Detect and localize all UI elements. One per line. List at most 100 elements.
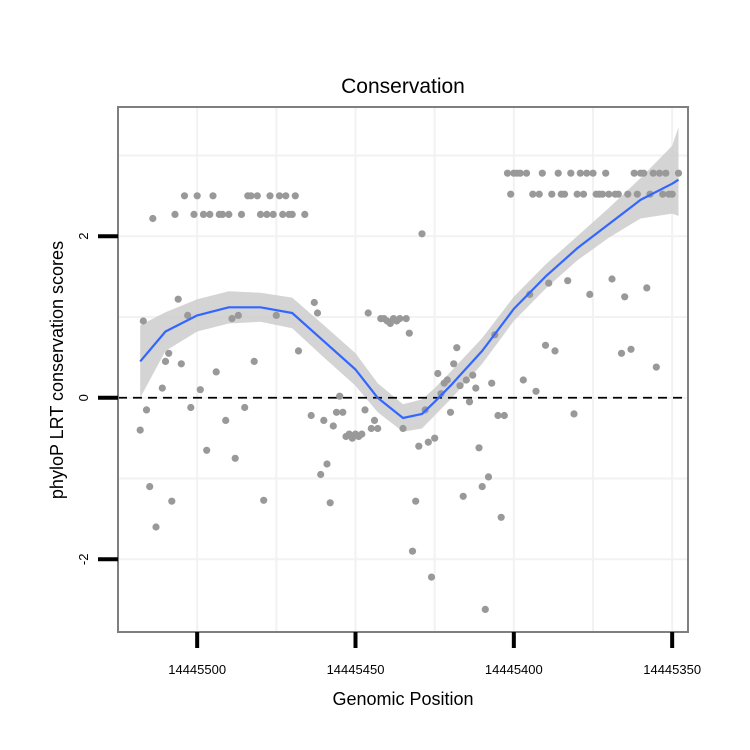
data-point <box>149 214 157 223</box>
data-point <box>218 210 227 218</box>
data-point <box>269 210 277 218</box>
data-point <box>374 424 382 433</box>
data-point <box>370 416 379 424</box>
data-point <box>256 210 265 218</box>
data-point <box>446 408 455 416</box>
data-point <box>526 290 534 298</box>
data-point <box>196 386 204 394</box>
data-point <box>171 210 179 218</box>
data-point <box>503 169 512 177</box>
data-point <box>250 357 258 365</box>
data-points <box>136 169 683 614</box>
data-point <box>573 190 581 198</box>
data-point <box>339 408 347 416</box>
data-point <box>640 169 648 177</box>
data-point <box>541 341 550 349</box>
data-point <box>412 497 420 505</box>
data-point <box>405 329 413 337</box>
data-point <box>247 192 255 200</box>
data-point <box>551 347 559 355</box>
data-point <box>228 315 236 323</box>
data-point <box>165 349 173 357</box>
data-point <box>367 424 375 433</box>
data-point <box>203 446 211 454</box>
data-point <box>142 406 151 414</box>
data-point <box>564 277 572 285</box>
data-point <box>621 293 629 301</box>
data-point <box>329 422 337 430</box>
data-point <box>326 499 334 507</box>
data-point <box>538 169 546 177</box>
confidence-ribbon <box>140 127 679 432</box>
data-point <box>317 470 325 479</box>
data-point <box>184 311 192 319</box>
data-point <box>522 169 531 177</box>
smooth-fit-line <box>139 178 680 420</box>
data-point <box>152 523 160 531</box>
data-point <box>617 349 626 357</box>
data-point <box>519 376 527 384</box>
y-tick-label: 0 <box>76 394 91 401</box>
data-point <box>659 190 667 198</box>
grid <box>118 107 688 632</box>
data-point <box>643 284 651 292</box>
smooth-line-group <box>139 178 680 420</box>
data-point <box>310 298 318 307</box>
data-point <box>301 210 309 218</box>
data-point <box>630 169 638 177</box>
data-point <box>655 169 664 177</box>
data-point <box>535 190 543 198</box>
data-point <box>187 403 195 412</box>
data-point <box>472 384 480 392</box>
data-point <box>402 315 410 323</box>
data-point <box>266 192 274 200</box>
data-point <box>488 379 496 387</box>
data-point <box>624 190 632 198</box>
data-point <box>279 210 287 218</box>
data-point <box>598 190 607 198</box>
data-point <box>605 190 613 198</box>
data-point <box>465 398 474 406</box>
data-point <box>231 454 239 462</box>
data-point <box>139 317 147 325</box>
data-point <box>288 210 296 218</box>
data-point <box>323 460 331 468</box>
data-point <box>361 406 369 414</box>
data-point <box>570 410 578 418</box>
data-point <box>662 169 670 177</box>
y-axis-label: phyloP LRT conservation scores <box>47 241 67 499</box>
data-point <box>668 190 676 198</box>
data-point <box>180 192 189 200</box>
data-point <box>450 360 458 368</box>
data-point <box>614 190 622 198</box>
data-point <box>396 315 404 323</box>
data-point <box>627 345 635 353</box>
data-point <box>431 434 439 442</box>
y-tick-label: 2 <box>76 233 91 240</box>
data-point <box>567 169 575 177</box>
x-tick-label: 14445500 <box>168 662 226 677</box>
x-tick-label: 14445450 <box>327 662 385 677</box>
x-axis-label: Genomic Position <box>332 689 473 709</box>
data-point <box>459 492 467 500</box>
data-point <box>497 513 505 521</box>
data-point <box>168 497 176 505</box>
data-point <box>418 230 426 238</box>
data-point <box>199 210 208 218</box>
data-point <box>443 376 451 384</box>
data-point <box>260 496 268 504</box>
plot-frame <box>117 106 689 633</box>
data-point <box>586 290 594 298</box>
data-point <box>507 190 515 198</box>
data-point <box>424 438 432 446</box>
chart-title: Conservation <box>341 75 465 98</box>
data-point <box>554 169 562 177</box>
data-point <box>484 473 493 481</box>
data-point <box>633 190 641 198</box>
data-point <box>177 360 185 368</box>
data-point <box>437 390 445 398</box>
data-point <box>475 444 483 452</box>
data-point <box>174 295 182 303</box>
data-point <box>209 192 217 200</box>
